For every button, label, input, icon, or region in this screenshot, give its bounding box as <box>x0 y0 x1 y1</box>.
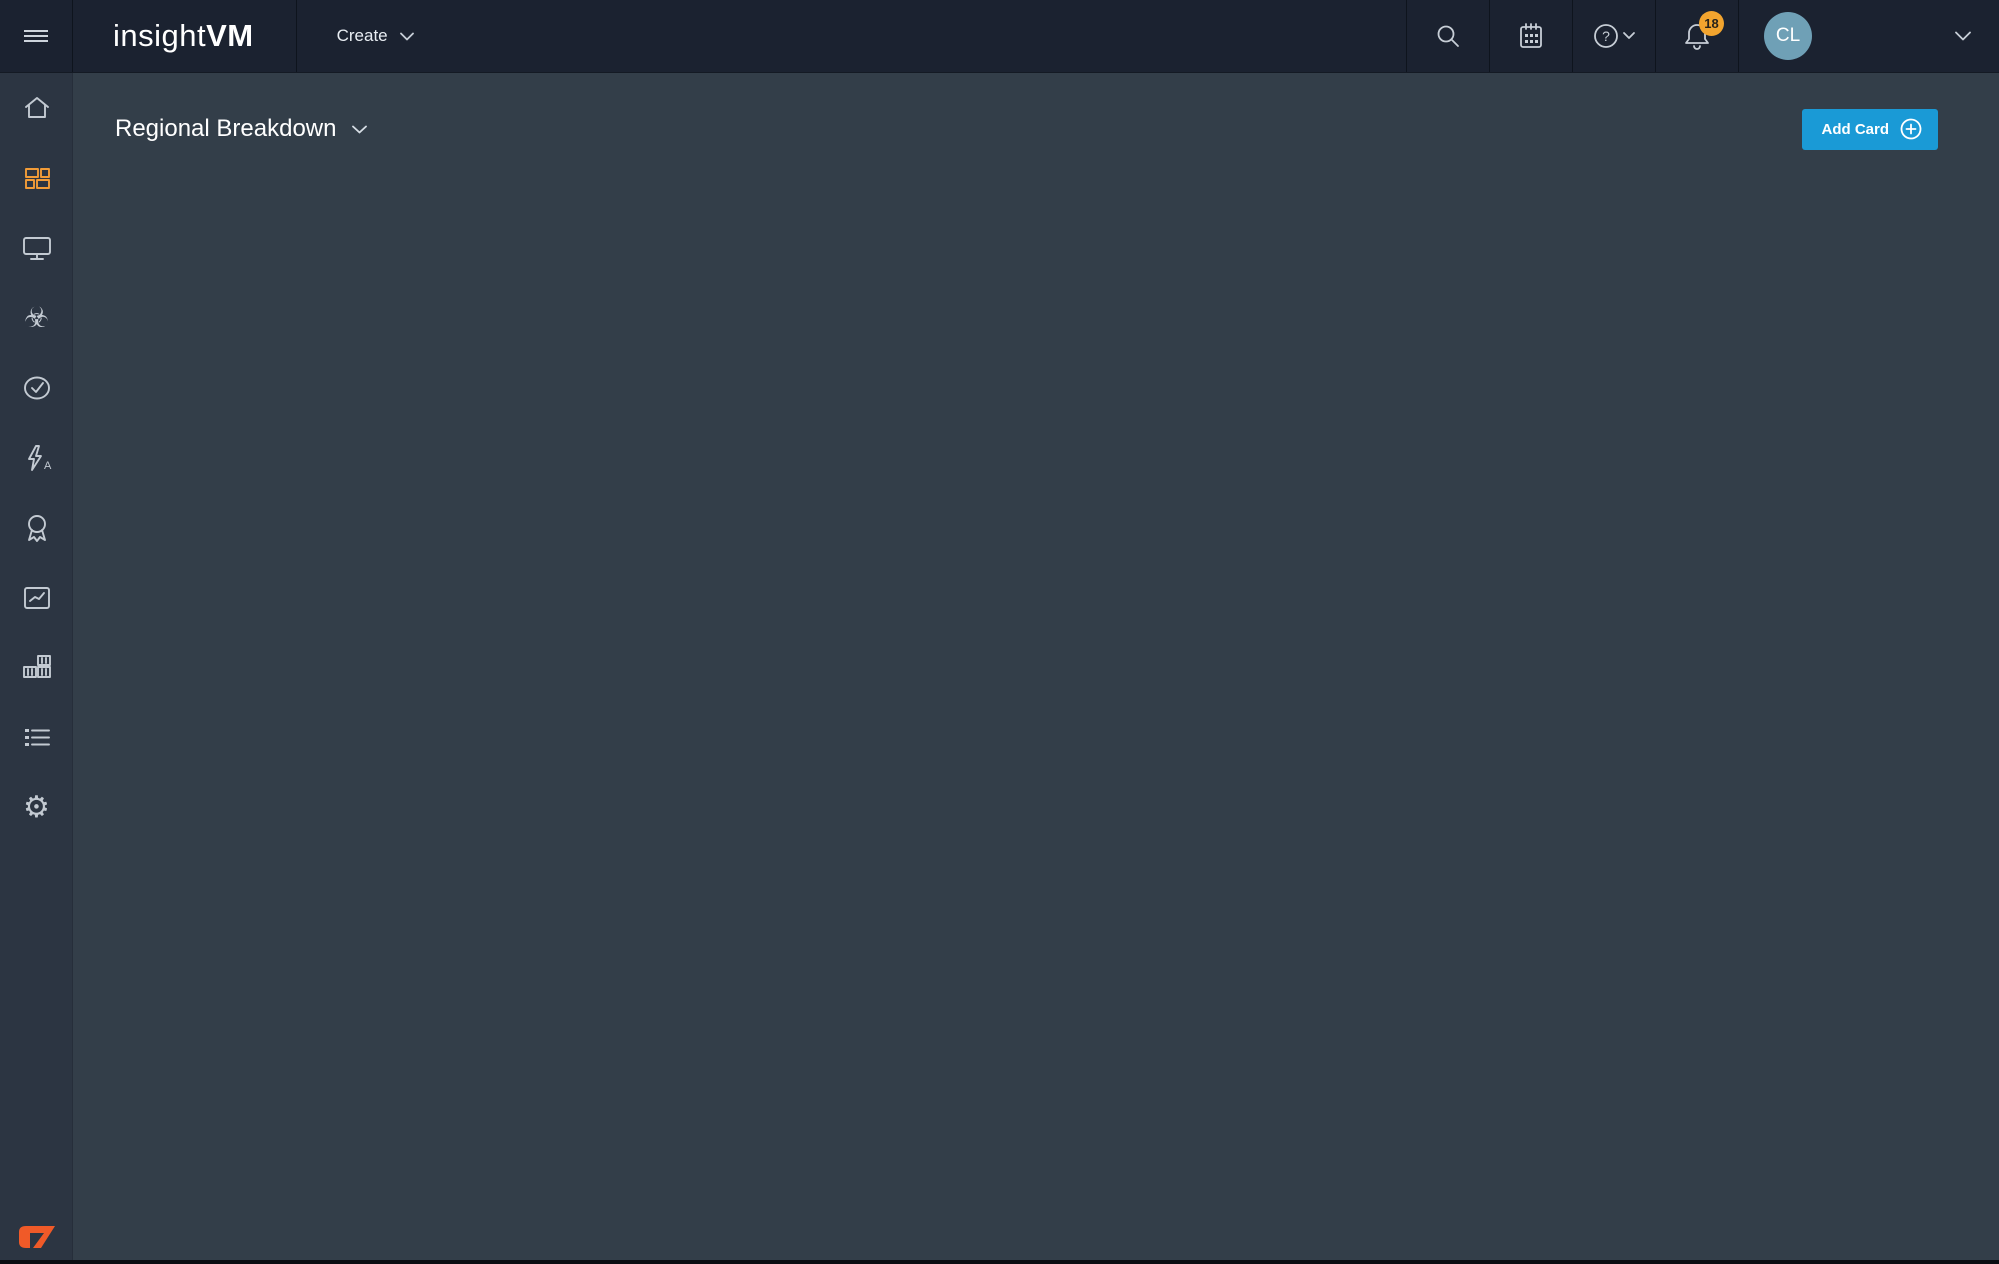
check-circle-icon <box>23 376 50 400</box>
trend-chart-icon <box>23 587 50 609</box>
sidebar-item-settings[interactable]: ⚙ <box>0 773 73 843</box>
logo-vm: VM <box>206 18 254 53</box>
sidebar: ☣ A ⚙ <box>0 73 73 1264</box>
sidebar-item-goals[interactable] <box>0 493 73 563</box>
chevron-down-icon <box>399 32 414 40</box>
award-icon <box>27 515 46 542</box>
help-icon: ? <box>1594 24 1635 48</box>
main-content: Regional Breakdown Add Card <box>73 73 1999 1264</box>
menu-icon[interactable] <box>0 0 73 72</box>
sidebar-item-vulnerabilities[interactable]: ☣ <box>0 283 73 353</box>
sidebar-item-reports[interactable] <box>0 563 73 633</box>
create-menu[interactable]: Create <box>297 0 454 72</box>
search-icon <box>1437 25 1459 47</box>
avatar: CL <box>1764 12 1812 60</box>
rapid7-logo <box>0 1224 73 1250</box>
sidebar-item-list[interactable] <box>0 703 73 773</box>
svg-text:A: A <box>44 460 52 472</box>
chevron-down-icon <box>1954 31 1971 41</box>
notifications-button[interactable]: 18 <box>1655 0 1738 72</box>
gear-icon: ⚙ <box>23 791 50 824</box>
user-menu-caret[interactable] <box>1926 0 1999 72</box>
app-logo[interactable]: insightVM <box>73 0 297 72</box>
sidebar-item-automation[interactable]: A <box>0 423 73 493</box>
dashboard-selector[interactable]: Regional Breakdown <box>115 115 368 143</box>
user-menu[interactable]: CL <box>1738 0 1926 72</box>
containers-icon <box>22 655 51 678</box>
sidebar-item-remediation[interactable] <box>0 353 73 423</box>
help-menu[interactable]: ? <box>1572 0 1655 72</box>
add-card-button[interactable]: Add Card <box>1801 108 1938 150</box>
logo-insight: insight <box>113 18 207 53</box>
home-icon <box>24 97 49 118</box>
sidebar-item-dashboard[interactable] <box>0 143 73 213</box>
lightning-a-icon: A <box>27 445 52 472</box>
create-label: Create <box>336 26 388 45</box>
viewport-bottom-strip <box>0 1260 1999 1264</box>
biohazard-icon: ☣ <box>23 302 50 333</box>
add-card-label: Add Card <box>1821 120 1890 138</box>
svg-text:?: ? <box>1602 28 1610 44</box>
monitor-icon <box>22 237 51 260</box>
notification-badge: 18 <box>1699 11 1724 36</box>
list-icon <box>24 729 50 746</box>
sidebar-item-home[interactable] <box>0 73 73 143</box>
plus-circle-icon <box>1900 118 1922 140</box>
calendar-icon <box>1520 23 1542 48</box>
calendar-button[interactable] <box>1489 0 1572 72</box>
search-button[interactable] <box>1406 0 1489 72</box>
sidebar-item-containers[interactable] <box>0 633 73 703</box>
chevron-down-icon <box>352 125 368 133</box>
dashboard-icon <box>24 168 50 189</box>
sidebar-item-assets[interactable] <box>0 213 73 283</box>
page-title: Regional Breakdown <box>115 115 337 142</box>
top-bar: insightVM Create ? 18 CL <box>0 0 1999 73</box>
